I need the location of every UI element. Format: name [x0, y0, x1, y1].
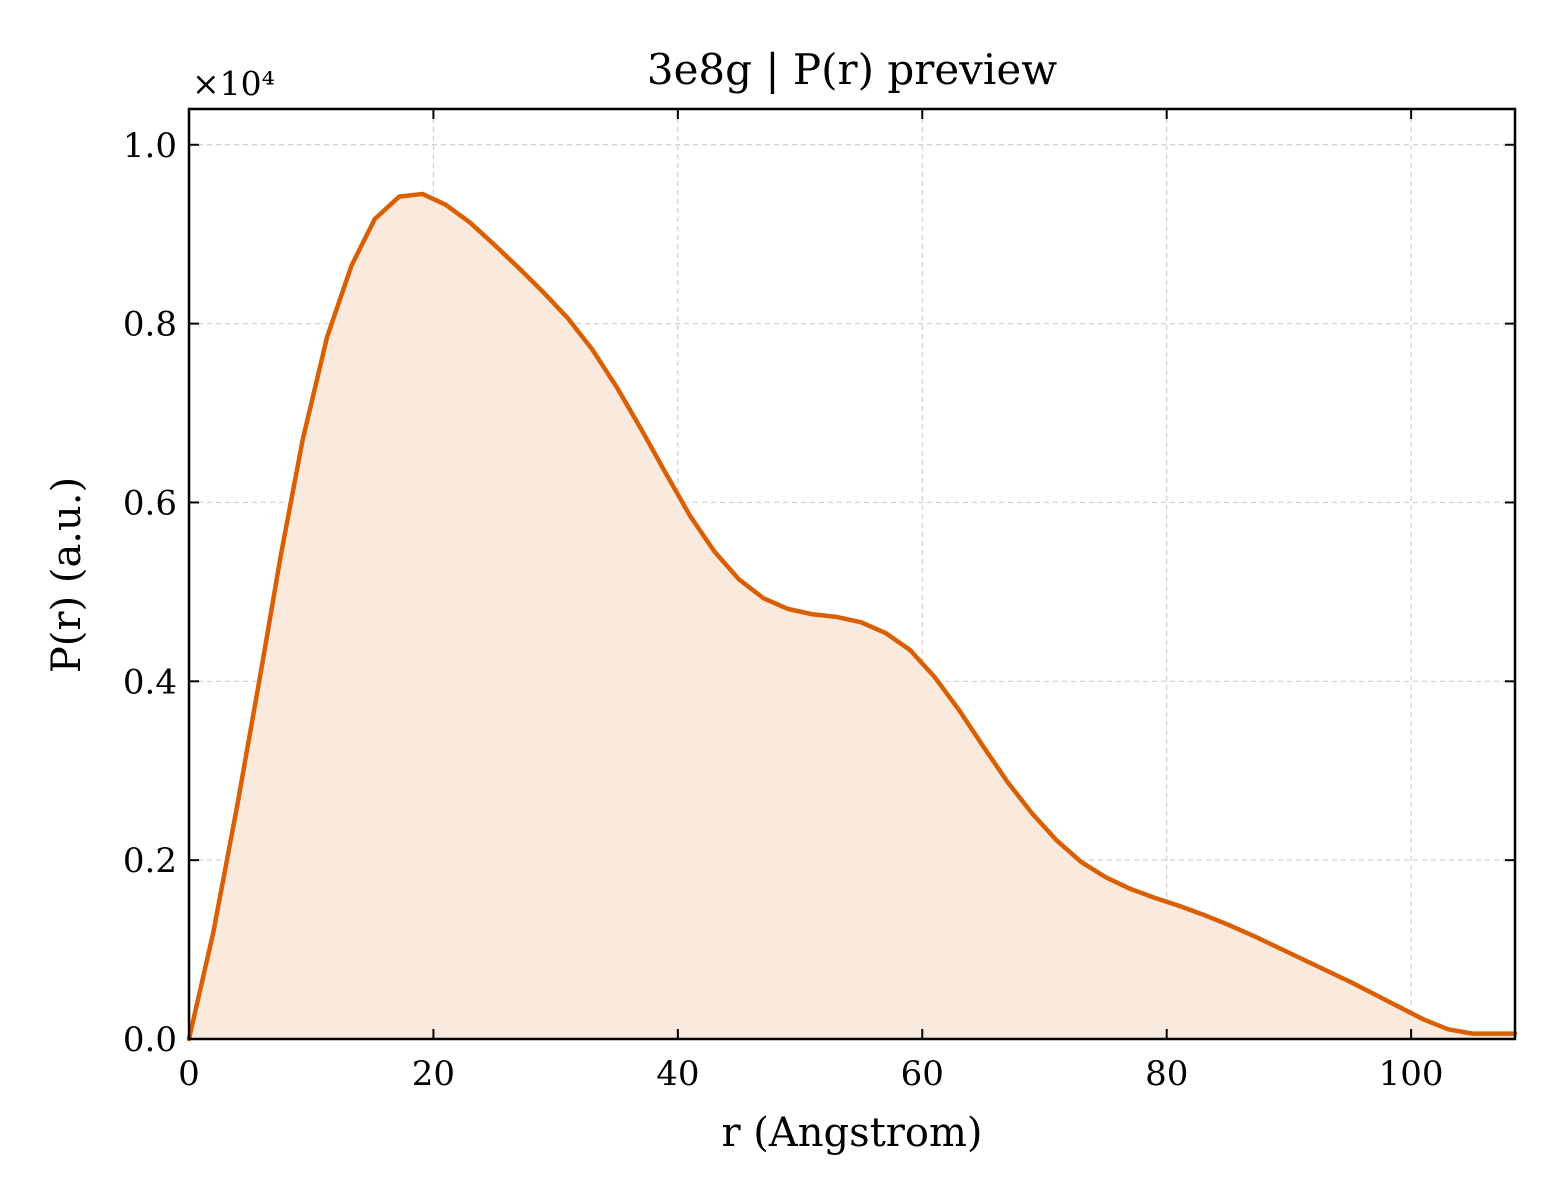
plot-frame: [187, 107, 1517, 1041]
x-tick-label: 40: [656, 1054, 699, 1094]
x-tick-label: 80: [1145, 1054, 1188, 1094]
data-layer: [186, 191, 1518, 1042]
y-tick-label: 1.0: [123, 126, 177, 166]
y-tick-label: 0.4: [123, 662, 177, 702]
x-tick-label: 100: [1379, 1054, 1444, 1094]
x-tick-label: 60: [901, 1054, 944, 1094]
y-tick-label: 0.0: [123, 1020, 177, 1060]
y-tick-label: 0.2: [123, 841, 177, 881]
y-axis-label: P(r) (a.u.): [44, 477, 90, 673]
chart-title: 3e8g | P(r) preview: [647, 45, 1057, 94]
y-axis-multiplier: ×10⁴: [192, 64, 275, 103]
x-tick-label: 0: [178, 1054, 200, 1094]
x-axis-label: r (Angstrom): [721, 1110, 982, 1156]
pr-area-fill: [189, 193, 1515, 1039]
axis-layer: 0 20 40 60 80 100 0.0 0.2 0.4 0.6 0.8 1.0: [123, 107, 1517, 1094]
pr-line: [186, 191, 1518, 1042]
x-tick-label: 20: [412, 1054, 455, 1094]
y-tick-label: 0.6: [123, 483, 177, 523]
y-tick-label: 0.8: [123, 305, 177, 345]
